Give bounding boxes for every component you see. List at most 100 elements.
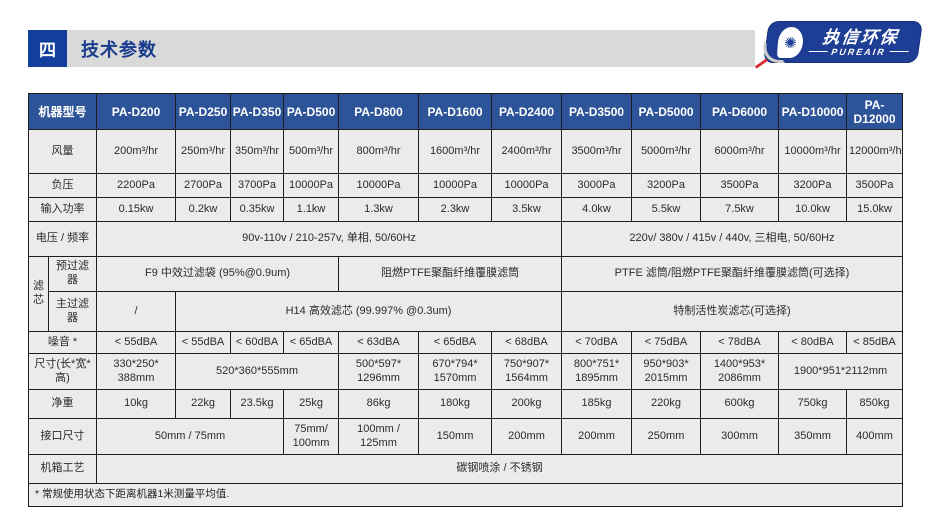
section-number-badge: 四	[28, 30, 67, 67]
section-title: 技术参数	[81, 39, 157, 60]
table-cell: 850kg	[846, 389, 904, 419]
table-cell: 1.1kw	[283, 197, 340, 222]
table-cell: 750kg	[778, 389, 848, 419]
table-cell: 75mm/ 100mm	[283, 418, 340, 455]
row-group-label: 滤芯	[28, 256, 49, 332]
column-header: PA-D350	[230, 93, 285, 130]
table-cell: 25kg	[283, 389, 340, 419]
table-cell: 1900*951*2112mm	[778, 353, 904, 390]
table-cell: /	[96, 291, 177, 332]
table-cell: 200mm	[491, 418, 563, 455]
row-label: 净重	[27, 389, 98, 419]
table-cell: 10000Pa	[338, 173, 420, 198]
table-cell: 520*360*555mm	[175, 353, 340, 390]
table-cell: 1400*953* 2086mm	[700, 353, 780, 390]
table-cell: 800*751* 1895mm	[561, 353, 633, 390]
table-cell: < 65dBA	[418, 331, 493, 354]
logo-text: 执信环保 PUREAIR	[808, 28, 912, 57]
table-cell: 1600m³/hr	[418, 129, 493, 174]
table-cell: < 63dBA	[338, 331, 420, 354]
table-cell: < 55dBA	[175, 331, 232, 354]
table-cell: PTFE 滤筒/阻燃PTFE聚酯纤维覆膜滤筒(可选择)	[561, 256, 904, 292]
table-cell: 阻燃PTFE聚酯纤维覆膜滤筒	[338, 256, 563, 292]
column-header: PA-D3500	[561, 93, 633, 130]
brand-logo: ✺ 执信环保 PUREAIR	[755, 21, 923, 69]
table-cell: 3200Pa	[778, 173, 848, 198]
table-cell: 1.3kw	[338, 197, 420, 222]
row-label: 预过滤器	[47, 256, 98, 292]
table-cell: 12000m³/hr	[846, 129, 904, 174]
table-cell: 22kg	[175, 389, 232, 419]
table-cell: 2400m³/hr	[491, 129, 563, 174]
table-cell: 23.5kg	[230, 389, 285, 419]
table-cell: < 55dBA	[96, 331, 177, 354]
table-cell: 3.5kw	[491, 197, 563, 222]
brand-name-en-text: PUREAIR	[830, 46, 887, 57]
row-label: 接口尺寸	[27, 418, 98, 455]
column-header: PA-D250	[175, 93, 232, 130]
table-cell: 670*794* 1570mm	[418, 353, 493, 390]
row-header-label: 机器型号	[27, 93, 98, 130]
section-header: 四 技术参数	[28, 30, 755, 67]
table-cell: 800m³/hr	[338, 129, 420, 174]
table-cell: 6000m³/hr	[700, 129, 780, 174]
table-cell: 3500m³/hr	[561, 129, 633, 174]
column-header: PA-D12000	[846, 93, 904, 130]
row-label: 尺寸(长*宽*高)	[27, 353, 98, 390]
table-cell: 4.0kw	[561, 197, 633, 222]
table-cell: 185kg	[561, 389, 633, 419]
table-cell: 350m³/hr	[230, 129, 285, 174]
table-cell: 0.2kw	[175, 197, 232, 222]
table-cell: 500*597* 1296mm	[338, 353, 420, 390]
table-cell: 10000Pa	[418, 173, 493, 198]
table-cell: 330*250* 388mm	[96, 353, 177, 390]
table-cell: 220v/ 380v / 415v / 440v, 三相电, 50/60Hz	[561, 221, 904, 257]
table-cell: 10kg	[96, 389, 177, 419]
table-cell: 600kg	[700, 389, 780, 419]
table-cell: < 78dBA	[700, 331, 780, 354]
column-header: PA-D5000	[631, 93, 702, 130]
brand-name-cn: 执信环保	[821, 27, 901, 47]
table-cell: 3700Pa	[230, 173, 285, 198]
table-cell: 50mm / 75mm	[96, 418, 285, 455]
table-cell: 90v-110v / 210-257v, 单相, 50/60Hz	[96, 221, 563, 257]
table-cell: 220kg	[631, 389, 702, 419]
spec-table-body: 风量 200m³/hr 250m³/hr 350m³/hr 500m³/hr 800m³/…	[27, 129, 904, 507]
table-cell: 3200Pa	[631, 173, 702, 198]
table-cell: 200mm	[561, 418, 633, 455]
column-header: PA-D500	[283, 93, 340, 130]
table-cell: 10.0kw	[778, 197, 848, 222]
table-cell: 750*907* 1564mm	[491, 353, 563, 390]
table-cell: 200kg	[491, 389, 563, 419]
table-cell: 100mm / 125mm	[338, 418, 420, 455]
logo-plate: ✺ 执信环保 PUREAIR	[755, 21, 923, 69]
table-cell: 3000Pa	[561, 173, 633, 198]
spec-table-head: 机器型号 PA-D200 PA-D250 PA-D350 PA-D500 PA-D800 P…	[27, 93, 904, 130]
table-cell: < 75dBA	[631, 331, 702, 354]
logo-red-accent	[755, 58, 768, 69]
table-cell: 5.5kw	[631, 197, 702, 222]
table-cell: 10000Pa	[283, 173, 340, 198]
table-cell: 150mm	[418, 418, 493, 455]
row-label: 噪音 *	[27, 331, 98, 354]
logo-line-right	[889, 51, 909, 52]
column-header: PA-D2400	[491, 93, 563, 130]
fan-icon: ✺	[776, 26, 805, 58]
row-label: 电压 / 频率	[27, 221, 98, 257]
table-cell: 2700Pa	[175, 173, 232, 198]
table-cell: 0.35kw	[230, 197, 285, 222]
table-cell: < 80dBA	[778, 331, 848, 354]
table-cell: 400mm	[846, 418, 904, 455]
table-cell: 3500Pa	[700, 173, 780, 198]
table-cell: 7.5kw	[700, 197, 780, 222]
row-label: 风量	[27, 129, 98, 174]
table-cell: 10000Pa	[491, 173, 563, 198]
table-cell: 2200Pa	[96, 173, 177, 198]
column-header: PA-D1600	[418, 93, 493, 130]
row-label: 负压	[27, 173, 98, 198]
brand-name-en: PUREAIR	[808, 47, 909, 57]
table-cell: 950*903* 2015mm	[631, 353, 702, 390]
table-cell: < 70dBA	[561, 331, 633, 354]
table-cell: < 68dBA	[491, 331, 563, 354]
